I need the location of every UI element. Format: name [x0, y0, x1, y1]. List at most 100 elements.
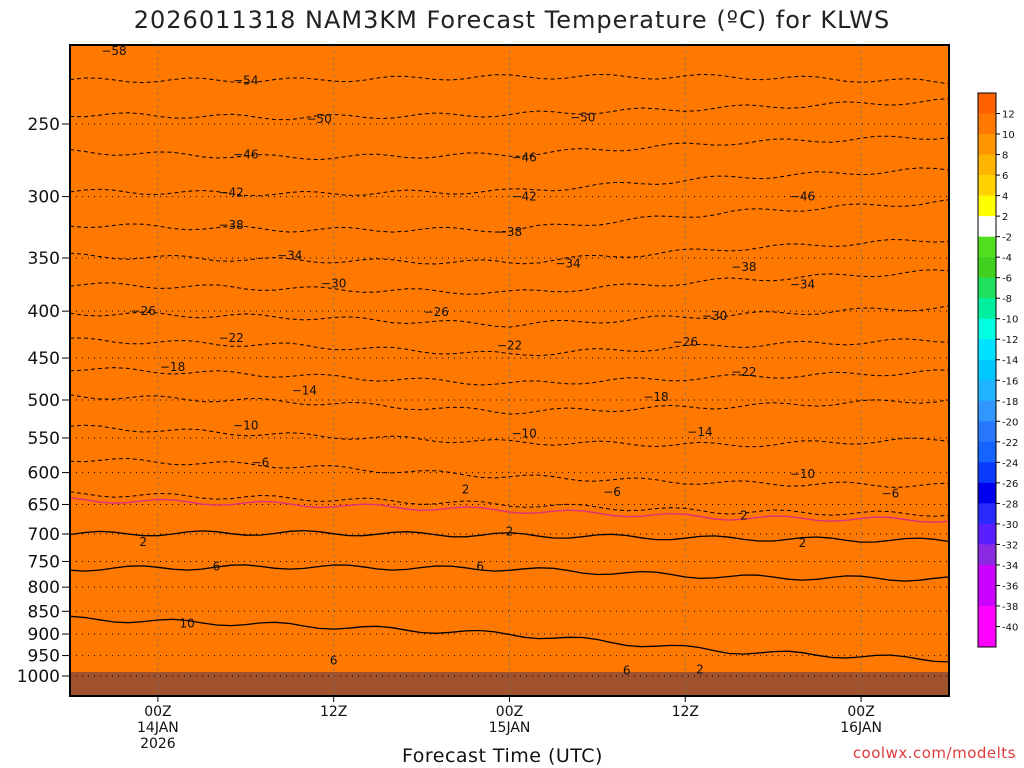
isotherm--46	[70, 135, 949, 161]
temperature-cell	[556, 45, 566, 696]
contour-label: −10	[511, 427, 536, 441]
temperature-cell	[484, 45, 494, 696]
isotherm--18	[70, 367, 949, 386]
temperature-cell	[295, 45, 305, 696]
colorbar-label: 2	[1002, 212, 1008, 223]
colorbar-label: -24	[1002, 458, 1018, 469]
colorbar-swatch	[978, 236, 996, 258]
isotherm--14	[70, 394, 949, 415]
colorbar-label: 12	[1002, 110, 1015, 121]
temperature-cell	[448, 45, 458, 696]
temperature-cell	[709, 45, 719, 696]
isotherm-2	[70, 529, 949, 543]
colorbar-swatch	[978, 626, 996, 648]
temperature-cell	[907, 45, 917, 694]
temperature-cell	[205, 45, 215, 696]
temperature-cell	[97, 45, 107, 696]
contour-label: −10	[233, 418, 258, 432]
contour-label: −10	[790, 467, 815, 481]
temperature-cell	[331, 45, 341, 696]
contour-label: 6	[213, 560, 221, 574]
temperature-cell	[376, 45, 386, 696]
temperature-cell	[511, 45, 521, 696]
colorbar-swatch	[978, 544, 996, 566]
contour-label: 6	[476, 560, 484, 574]
colorbar-swatch	[978, 154, 996, 176]
temperature-cell	[394, 45, 404, 696]
colorbar-swatch	[978, 564, 996, 586]
colorbar-swatch	[978, 339, 996, 361]
colorbar-swatch	[978, 134, 996, 155]
colorbar-swatch	[978, 195, 996, 217]
contour-label: −58	[101, 44, 126, 58]
colorbar-label: -18	[1002, 397, 1018, 408]
temperature-cell	[88, 45, 98, 696]
temperature-cell	[313, 45, 323, 696]
colorbar-swatch	[978, 400, 996, 422]
temperature-cell	[79, 45, 89, 696]
contour-label: −34	[790, 277, 815, 291]
temperature-cell	[862, 45, 872, 696]
contour-label: 2	[799, 536, 807, 550]
temperature-cell	[277, 45, 287, 696]
colorbar-label: -2	[1002, 233, 1012, 244]
temperature-cell	[898, 45, 908, 694]
contour-label: 6	[623, 663, 631, 677]
temperature-cell	[925, 45, 935, 694]
contour-label: −6	[603, 485, 621, 499]
y-tick-label: 850	[28, 602, 60, 622]
colorbar-label: 4	[1002, 192, 1008, 203]
colorbar-label: -16	[1002, 376, 1018, 387]
x-tick-label: 00Z	[144, 704, 171, 720]
temperature-cell	[430, 45, 440, 696]
temperature-cell	[763, 45, 773, 696]
contour-label: −22	[731, 365, 756, 379]
temperature-cell	[160, 45, 170, 696]
contour-label: −38	[218, 218, 243, 232]
colorbar-label: -36	[1002, 581, 1018, 592]
temperature-cell	[916, 45, 926, 694]
isotherm--54	[70, 73, 949, 85]
contour-label: 2	[139, 535, 147, 549]
temperature-cell	[646, 45, 656, 696]
contour-label: −6	[252, 456, 270, 470]
temperature-cell	[664, 45, 674, 696]
temperature-cell	[772, 45, 782, 696]
contour-label: −38	[731, 260, 756, 274]
credit-link[interactable]: coolwx.com/modelts	[852, 744, 1016, 762]
temperature-cell	[601, 45, 611, 696]
temperature-cell	[493, 45, 503, 696]
temperature-cell	[466, 45, 476, 696]
temperature-cell	[529, 45, 539, 696]
isotherm-6	[70, 564, 949, 582]
temperature-cell	[178, 45, 188, 696]
contour-label: −22	[218, 331, 243, 345]
x-axis-label: Forecast Time (UTC)	[402, 745, 603, 767]
colorbar-swatch	[978, 441, 996, 463]
temperature-cell	[853, 45, 863, 696]
colorbar-swatch	[978, 216, 996, 238]
contour-label: 2	[506, 525, 514, 539]
contour-label: −14	[292, 383, 317, 397]
temperature-cell	[592, 45, 602, 696]
x-tick-label: 15JAN	[489, 720, 531, 736]
colorbar-label: -20	[1002, 417, 1018, 428]
temperature-cell	[700, 45, 710, 696]
colorbar-label: -28	[1002, 499, 1018, 510]
colorbar-label: -12	[1002, 335, 1018, 346]
temperature-cell	[133, 45, 143, 696]
colorbar-swatch	[978, 585, 996, 607]
temperature-cell	[790, 45, 800, 696]
isotherm--30	[70, 269, 949, 295]
temperature-cell	[385, 45, 395, 696]
temperature-cell	[439, 45, 449, 696]
temperature-cell	[745, 45, 755, 696]
y-tick-label: 350	[28, 249, 60, 269]
colorbar-label: -8	[1002, 294, 1012, 305]
y-tick-label: 300	[28, 188, 60, 208]
contour-label: 2	[462, 482, 470, 496]
temperature-cell	[718, 45, 728, 696]
temperature-cell	[943, 45, 949, 694]
isotherm--10	[70, 424, 949, 448]
temperature-cell	[691, 45, 701, 696]
